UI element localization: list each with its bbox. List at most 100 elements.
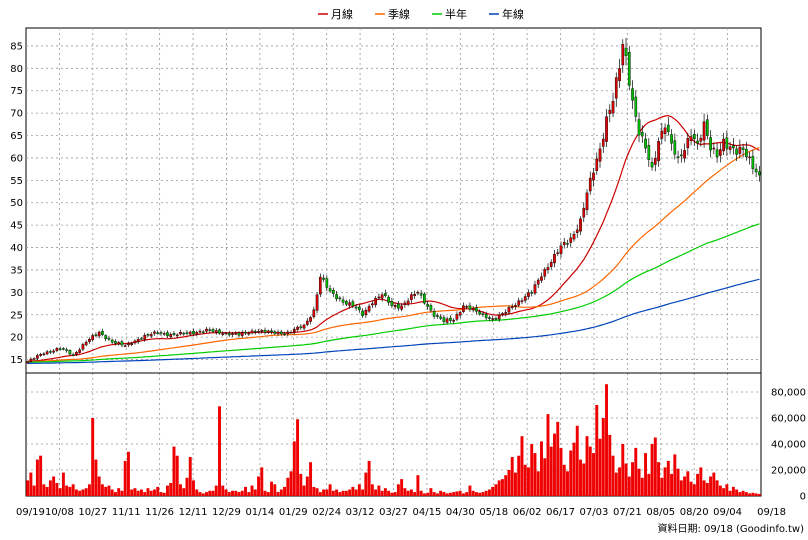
volume-bar: [100, 484, 104, 496]
volume-bar: [517, 455, 521, 496]
volume-bar: [474, 492, 478, 496]
price-tick-label: 40: [10, 243, 23, 254]
candlestick: [198, 328, 202, 335]
candlestick: [29, 357, 33, 363]
candlestick: [419, 289, 423, 299]
volume-bar: [39, 455, 43, 496]
candlestick: [719, 143, 722, 163]
volume-bar: [250, 485, 254, 496]
candlestick: [371, 300, 374, 309]
date-tick-label: 12/29: [212, 507, 241, 518]
volume-bar: [582, 463, 586, 496]
legend-entry: 半年: [432, 7, 467, 21]
price-tick-label: 30: [10, 288, 23, 299]
candlestick: [179, 329, 182, 336]
volume-bar: [663, 467, 667, 496]
volume-bar: [328, 484, 332, 496]
candlestick: [299, 324, 303, 331]
candlestick: [527, 289, 530, 300]
candlestick: [286, 329, 290, 337]
volume-bar: [315, 488, 319, 496]
volume-bar: [68, 486, 72, 496]
volume-bar: [481, 492, 485, 496]
volume-tick-label: 80,000: [771, 388, 806, 399]
volume-bar: [58, 488, 62, 496]
candlestick: [393, 302, 397, 310]
price-tick-label: 70: [10, 109, 23, 120]
candlestick: [65, 347, 68, 353]
candlestick: [348, 299, 351, 309]
price-tick-label: 80: [10, 64, 23, 75]
candlestick: [494, 316, 498, 321]
candlestick: [117, 340, 121, 346]
candlestick: [715, 143, 719, 163]
candlestick: [247, 331, 251, 336]
candlestick: [410, 292, 413, 303]
volume-bar: [448, 492, 452, 496]
candlestick: [322, 274, 325, 283]
candlestick: [273, 330, 277, 335]
candlestick: [42, 352, 46, 357]
candlestick: [380, 293, 384, 302]
candlestick: [579, 216, 582, 235]
volume-bar: [653, 437, 657, 496]
volume-bar: [715, 480, 719, 496]
date-tick-label: 01/29: [279, 507, 308, 518]
candlestick: [481, 311, 485, 317]
volume-bar: [471, 490, 475, 496]
volume-bar: [87, 484, 91, 496]
volume-bar: [195, 489, 199, 496]
volume-bar: [110, 489, 114, 496]
volume-bar: [650, 444, 654, 496]
candlestick: [257, 328, 260, 334]
volume-bar: [676, 468, 680, 496]
candlestick: [361, 308, 364, 318]
volume-bar: [32, 485, 36, 496]
candlestick: [738, 139, 742, 159]
ma-line: [27, 114, 760, 362]
date-tick-label: 05/18: [479, 507, 508, 518]
date-tick-label: 09/18: [757, 507, 786, 518]
candlestick: [741, 143, 745, 158]
volume-bar: [237, 492, 241, 496]
candlestick: [123, 343, 127, 348]
volume-bar: [611, 455, 615, 496]
candlestick: [592, 168, 595, 187]
candlestick: [575, 224, 579, 238]
candlestick: [663, 123, 667, 142]
candlestick: [88, 337, 91, 344]
volume-bar: [647, 473, 651, 496]
candlestick: [523, 293, 527, 304]
candlestick: [240, 330, 244, 338]
volume-bar: [546, 414, 550, 496]
volume-bar: [130, 489, 134, 496]
grid-lines: [26, 28, 761, 496]
candlestick: [81, 342, 85, 352]
volume-bar: [224, 489, 228, 496]
volume-bar: [139, 489, 143, 496]
volume-bar: [569, 450, 573, 496]
volume-bar: [240, 490, 244, 496]
volume-bar: [302, 485, 306, 496]
moving-average-lines: [27, 114, 760, 364]
date-axis-ticks: 09/19 10/08 10/27 11/11 11/26 12/11 12/29 01/14…: [16, 507, 786, 518]
candlestick: [403, 300, 407, 308]
candlestick: [101, 328, 104, 336]
volume-bar: [601, 418, 605, 496]
candlestick: [374, 296, 377, 308]
candlestick: [416, 290, 420, 296]
volume-bar: [621, 444, 625, 496]
candlestick: [331, 287, 335, 298]
price-axis-ticks: 15 20 25 30 35 40 45 50 55 60 65 70 75 80 85: [10, 41, 23, 366]
volume-bar: [289, 471, 293, 496]
price-tick-label: 75: [10, 86, 23, 97]
candlestick: [614, 72, 618, 107]
candlestick: [745, 141, 748, 161]
candlestick: [78, 347, 81, 354]
volume-bar: [322, 489, 326, 496]
candlestick: [377, 293, 381, 300]
candlestick: [696, 133, 699, 150]
candlestick: [650, 157, 654, 171]
candlestick: [595, 152, 599, 175]
volume-bar: [283, 486, 287, 496]
